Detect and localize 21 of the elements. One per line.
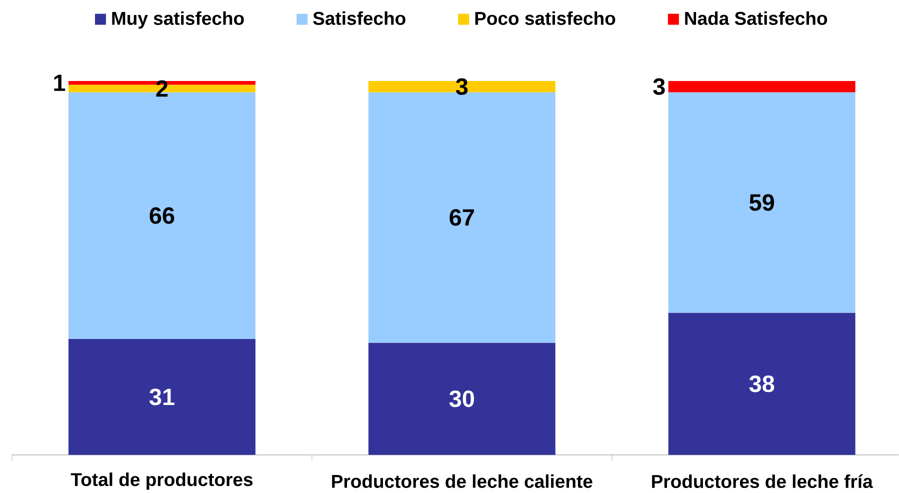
- data-label: 3: [456, 78, 468, 95]
- data-label: 66: [150, 207, 174, 224]
- legend-label: Nada Satisfecho: [685, 11, 828, 25]
- x-tick-label: Productores de leche caliente: [332, 474, 592, 488]
- x-tick-label: Productores de leche fría: [652, 474, 873, 488]
- data-label: 3: [653, 78, 665, 95]
- legend-label: Poco satisfecho: [475, 11, 616, 25]
- bar: [368, 342, 556, 455]
- bar: [668, 80, 856, 92]
- data-label: 38: [749, 375, 774, 392]
- legend-label: Muy satisfecho: [112, 11, 244, 29]
- x-tick-label: Total de productores: [70, 472, 252, 490]
- data-label: 1: [54, 74, 66, 91]
- data-label: 30: [449, 390, 474, 408]
- bar: [668, 92, 856, 313]
- data-label: 59: [749, 194, 774, 211]
- bar: [68, 338, 256, 455]
- data-label: 31: [149, 388, 174, 406]
- data-label: 67: [450, 209, 474, 226]
- legend-label: Satisfecho: [313, 11, 406, 25]
- bar: [668, 312, 856, 455]
